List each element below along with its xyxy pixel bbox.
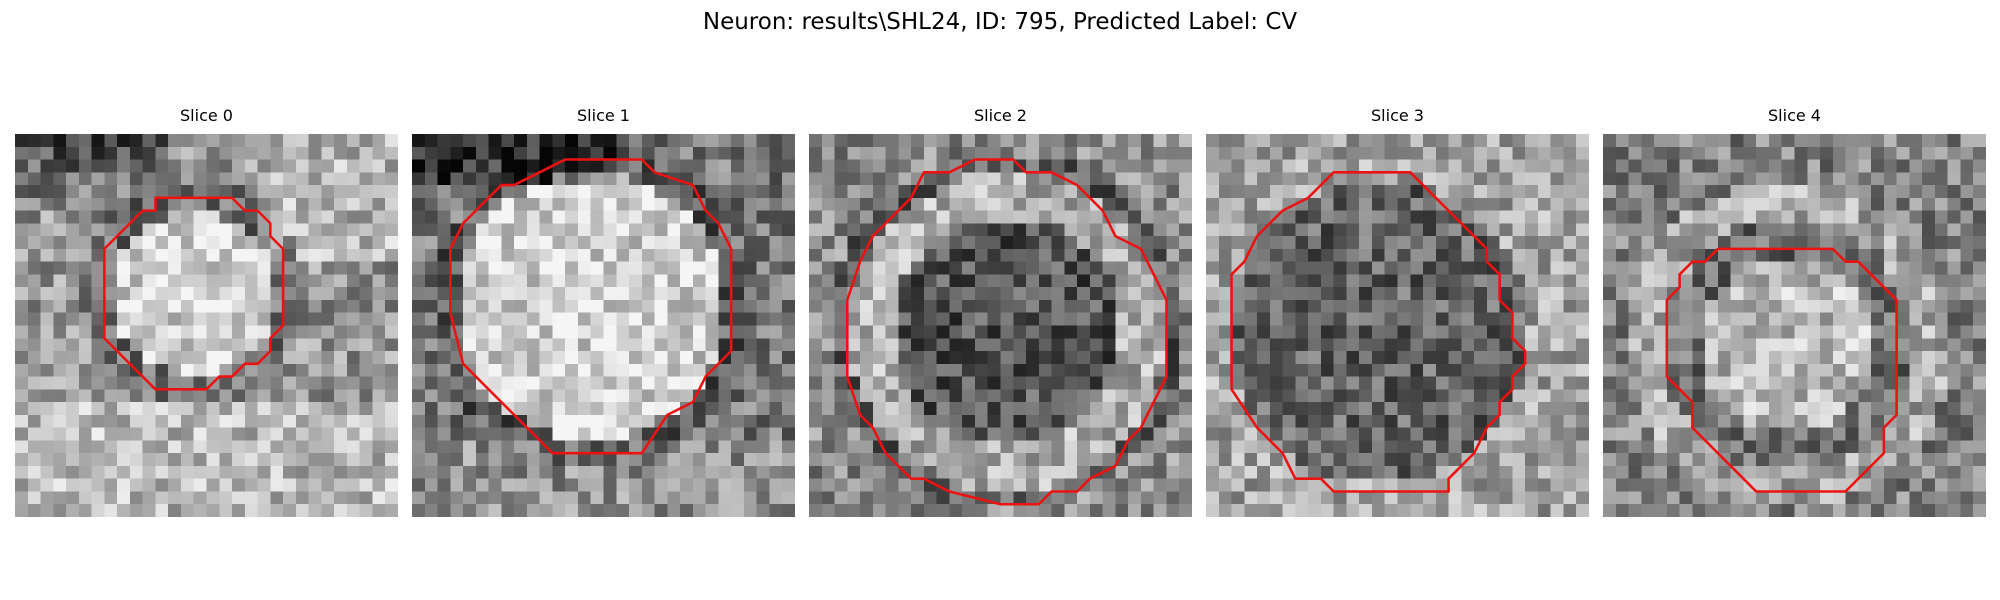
- pixel-grid: [1206, 134, 1589, 517]
- pixel-grid: [809, 134, 1192, 517]
- roi-contour: [449, 158, 733, 455]
- slice-image: [412, 134, 795, 517]
- slice-title: Slice 2: [974, 106, 1027, 125]
- roi-contour: [1230, 171, 1527, 493]
- roi-contour: [1665, 247, 1898, 493]
- slice-image: [809, 134, 1192, 517]
- pixel-grid: [412, 134, 795, 517]
- slice-image: [1206, 134, 1589, 517]
- slice-image: [15, 134, 398, 517]
- pixel-grid: [15, 134, 398, 517]
- pixel-grid: [1603, 134, 1986, 517]
- slice-title: Slice 0: [180, 106, 233, 125]
- roi-contour: [846, 158, 1168, 506]
- slice-title: Slice 3: [1371, 106, 1424, 125]
- roi-contour: [103, 196, 285, 391]
- slice-title: Slice 4: [1768, 106, 1821, 125]
- slice-image: [1603, 134, 1986, 517]
- figure-title: Neuron: results\SHL24, ID: 795, Predicte…: [702, 9, 1298, 35]
- slice-title: Slice 1: [577, 106, 630, 125]
